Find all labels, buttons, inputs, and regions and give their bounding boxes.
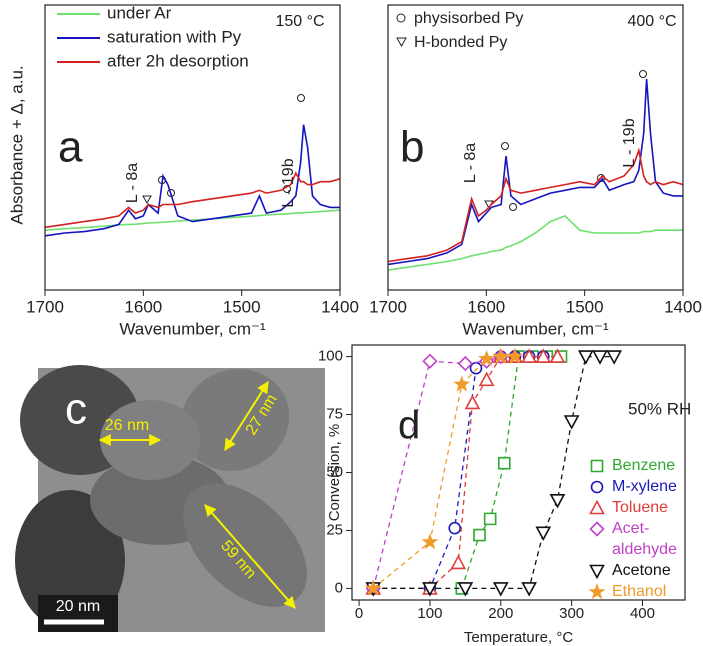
y-axis-label: Conversion, % [326,424,343,522]
marker [452,556,465,568]
marker [474,530,485,541]
chart: c 26 nm 27 nm 59 nm 20 nm 1700 1600 1500 14… [0,0,703,646]
x-tick-label: 400 [630,605,655,622]
legend-label: Benzene [612,455,675,476]
x-tick-label: 1600 [124,297,162,316]
legend-label: H-bonded Py [414,34,507,51]
marker [593,351,606,363]
x-tick-label: 0 [355,605,363,622]
x-tick-label: 100 [417,605,442,622]
x-tick-label: 200 [488,605,513,622]
marker [494,583,507,595]
legend-marker [591,586,603,598]
legend-label: Acet- aldehyde [612,518,677,560]
legend-marker [591,502,604,514]
figure: c 26 nm 27 nm 59 nm 20 nm 1700 1600 1500 14… [0,0,703,646]
x-tick-label: 1600 [467,297,505,316]
x-axis-label: Wavenumber, cm⁻¹ [119,319,266,338]
legend-label: Acetone [612,560,671,581]
legend-marker [591,566,604,578]
annotation: 400 °C [627,13,676,30]
x-tick-label: 1700 [369,297,407,316]
series-line [373,357,557,589]
annotation: d [398,404,420,448]
series-line [373,357,614,589]
x-axis-label: Wavenumber, cm⁻¹ [462,319,609,338]
scale-bar-label: 20 nm [56,598,100,615]
marker [485,513,496,524]
marker [423,355,436,368]
x-tick-label: 1700 [26,297,64,316]
annotation: L - 19b [280,158,297,207]
marker [523,583,536,595]
series-line [373,357,501,589]
marker [466,396,479,408]
annotation: L - 19b [621,118,638,167]
legend-marker [592,461,603,472]
marker [499,458,510,469]
marker [551,495,564,507]
legend-label: M-xylene [612,476,677,497]
legend-label: Toluene [612,497,668,518]
x-tick-label: 1400 [664,297,702,316]
x-tick-label: 1400 [321,297,359,316]
annotation: L - 8a [462,143,479,183]
series-line [462,357,561,589]
marker [537,527,550,539]
marker [565,416,578,428]
y-tick-label: 100 [318,348,343,365]
legend-marker [591,523,604,536]
annotation: 150 °C [275,13,324,30]
tem-image: c 26 nm 27 nm 59 nm 20 nm [15,351,330,632]
annotation: b [400,123,424,172]
series-line [373,357,543,589]
annotation: L - 8a [124,163,141,203]
legend-label: after 2h desorption [107,51,249,70]
legend-label: Ethanol [612,581,666,602]
legend-label: physisorbed Py [414,10,523,27]
annotation: a [58,123,83,172]
panel-label: c [65,385,87,434]
y-tick-label: 0 [335,579,343,596]
marker [480,373,493,385]
y-tick-label: 75 [326,406,343,423]
x-tick-label: 300 [559,605,584,622]
y-axis-label: Absorbance + Δ, a.u. [7,65,26,224]
annotation: 50% RH [628,399,691,418]
x-axis-label: Temperature, °C [464,629,574,646]
legend-marker [592,482,603,493]
plot-frame [45,5,340,290]
x-tick-label: 1500 [223,297,261,316]
legend-label: under Ar [107,3,172,22]
x-tick-label: 1500 [566,297,604,316]
legend-label: saturation with Py [107,27,242,46]
y-tick-label: 25 [326,521,343,538]
size-label: 26 nm [105,417,149,434]
marker [449,523,460,534]
series-line [388,216,683,270]
series-line [388,79,683,264]
marker [456,378,468,390]
